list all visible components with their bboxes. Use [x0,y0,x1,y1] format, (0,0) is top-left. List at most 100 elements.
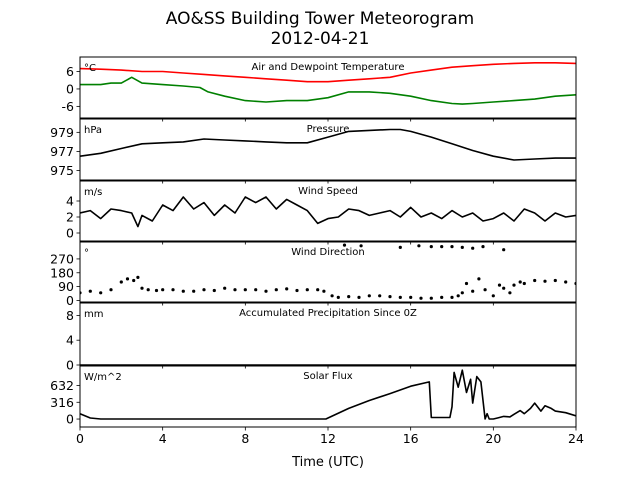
y-tick-label: 0 [66,226,74,241]
data-point [553,278,557,283]
data-point [336,295,340,299]
series-line-temperature-1 [80,76,576,105]
panel-precipitation: 0 4 8 mm Accumulated Precipitation Since 0Z [66,302,577,373]
data-point [212,288,216,293]
data-point [491,294,495,298]
data-point [347,295,351,299]
series-line-temperature-0 [80,62,576,83]
data-point [233,288,237,292]
data-point [181,289,185,293]
y-tick-label: 0 [66,81,74,96]
panel-title: Wind Speed [298,186,358,197]
data-point [359,244,363,248]
series-line-solar-0 [80,369,576,420]
data-point [305,288,309,292]
series-wind_direction-0 [80,243,576,300]
data-point [522,281,526,286]
data-point [471,289,475,293]
data-point [125,277,130,281]
data-point [295,288,299,293]
data-point [502,248,506,252]
data-point [192,289,196,293]
x-tick-label: 12 [320,431,336,446]
data-point [154,288,159,293]
data-point [378,294,382,298]
data-point [254,288,258,292]
panel-title: Air and Dewpoint Temperature [252,62,405,73]
y-tick-label: 0 [66,412,74,427]
y-tick-label: 2 [66,210,74,225]
data-point [481,245,485,249]
data-point [533,278,537,283]
x-tick-label: 0 [76,431,84,446]
data-point [460,291,464,295]
data-point [429,296,433,300]
data-point [564,280,568,284]
y-tick-label: 270 [50,251,74,266]
panel-wind_speed: 024 m/s Wind Speed [66,180,577,245]
data-point [483,288,487,292]
y-tick-label: 316 [50,395,74,410]
panel-title: Accumulated Precipitation Since 0Z [239,308,417,319]
y-tick-label: 0 [66,293,74,308]
y-tick-label: -6 [62,99,75,114]
x-tick-label: 8 [241,431,249,446]
data-point [243,288,247,292]
data-point [357,295,361,299]
y-tick-label: 0 [66,358,74,373]
y-tick-label: 90 [58,279,74,294]
panel-title: Pressure [307,124,350,135]
data-point [477,277,481,281]
data-point [223,286,227,290]
y-tick-label: 8 [66,308,74,323]
data-point [316,288,320,292]
data-point [322,289,326,293]
data-point [140,286,144,290]
data-point [274,288,278,292]
data-point [543,279,547,283]
data-point [512,283,516,287]
data-point [161,288,165,292]
data-point [367,294,371,298]
y-tick-label: 632 [50,378,74,393]
panel-title: Solar Flux [303,371,353,382]
data-point [456,294,460,298]
series-line-pressure-0 [80,128,576,161]
x-tick-label: 24 [568,431,584,446]
data-point [440,245,444,249]
panel-unit-label: m/s [84,187,102,198]
data-point [88,289,92,293]
x-tick-label: 16 [403,431,419,446]
data-point [264,289,268,293]
y-tick-label: 180 [50,265,74,280]
data-point [409,295,413,299]
data-point [460,245,464,249]
y-tick-label: 4 [66,194,74,209]
x-tick-label: 20 [485,431,501,446]
data-point [342,243,347,247]
data-point [132,278,136,283]
panel-unit-label: hPa [84,125,102,136]
chart-subtitle: 2012-04-21 [271,29,370,49]
data-point [518,280,522,284]
data-point [388,295,392,299]
data-point [330,294,334,298]
data-point [508,291,512,295]
data-point [440,295,444,299]
data-point [417,244,421,248]
panel-unit-label: °C [84,63,96,74]
series-line-wind_speed-0 [80,196,576,228]
y-tick-label: 977 [50,144,74,159]
data-point [398,295,402,299]
y-tick-label: 6 [66,64,74,79]
x-tick-label: 4 [159,431,167,446]
panels-group: -6 0 6 °C Air and Dewpoint Temperature 975 977… [50,56,584,446]
data-point [146,288,150,292]
panel-temperature: -6 0 6 °C Air and Dewpoint Temperature [62,56,577,122]
data-point [119,280,123,284]
panel-unit-label: W/m^2 [84,372,122,383]
data-point [136,275,140,279]
data-point [429,245,433,249]
